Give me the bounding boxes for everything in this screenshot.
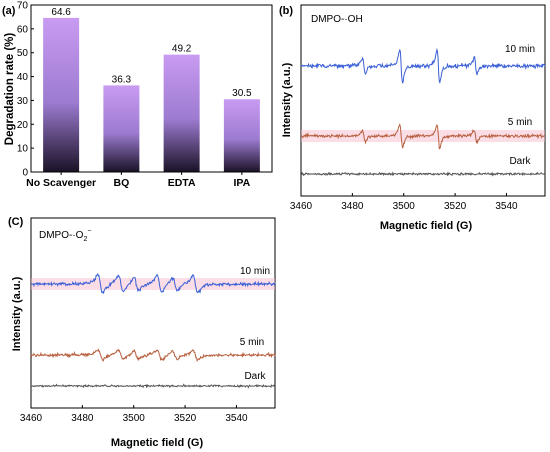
panel-a-plot-frame	[30, 4, 273, 173]
panel-a-label: (a)	[2, 5, 16, 17]
bar-bq	[103, 85, 140, 172]
panel-c-series-labels: 10 min 5 min Dark	[240, 266, 270, 382]
x-tick-label: 3540	[225, 413, 248, 424]
x-tick-label: BQ	[114, 177, 130, 189]
panel-b-plot-frame	[300, 4, 546, 197]
panel-b: (b) DMPO-·OH 10 min 5 min Dark 3460 3480 350…	[279, 4, 546, 232]
trace-dark	[300, 171, 546, 177]
y-tick-label: 0	[22, 168, 28, 179]
trace-dark	[30, 383, 276, 389]
panel-b-label: (b)	[279, 5, 293, 17]
x-tick-label: 3500	[393, 201, 416, 212]
y-tick-label: 70	[17, 1, 29, 12]
bar-value-label: 30.5	[232, 88, 252, 99]
bar-ipa	[223, 99, 260, 172]
panel-b-y-axis-label: Intensity (a.u.)	[281, 62, 293, 137]
panel-a-value-labels: 64.6 36.3 49.2 30.5	[51, 7, 252, 99]
panel-a-x-ticks: No Scavenger BQ EDTA IPA	[26, 172, 251, 189]
y-tick-label: 10	[17, 144, 29, 155]
x-tick-label: 3520	[444, 201, 467, 212]
x-tick-label: No Scavenger	[26, 177, 96, 189]
x-tick-label: 3460	[290, 201, 313, 212]
series-label-10-min: 10 min	[240, 266, 270, 277]
y-tick-label: 20	[17, 120, 29, 131]
panel-c: (C) DMPO-·O2− 10 min 5 min Dark 3460 3480 35…	[8, 216, 276, 449]
panel-b-annotation: DMPO-·OH	[311, 14, 363, 25]
series-label-5-min: 5 min	[240, 337, 264, 348]
series-label-dark: Dark	[244, 371, 266, 382]
bar-no-scavenger	[43, 17, 80, 172]
series-label-5-min: 5 min	[508, 117, 532, 128]
x-tick-label: 3520	[174, 413, 197, 424]
y-tick-label: 50	[17, 48, 29, 59]
trace-5-min	[30, 348, 276, 363]
trace-10-min	[300, 47, 546, 85]
panel-c-traces	[30, 272, 276, 389]
bar-value-label: 36.3	[112, 74, 132, 85]
panel-b-x-axis-label: Magnetic field (G)	[380, 220, 473, 232]
x-tick-label: EDTA	[168, 177, 196, 189]
x-tick-label: 3480	[341, 201, 364, 212]
panel-c-annotation: DMPO-·O2−	[39, 228, 91, 243]
panel-b-x-ticks: 3460 3480 3500 3520 3540	[290, 193, 518, 212]
bar-value-label: 64.6	[51, 7, 71, 18]
x-tick-label: IPA	[234, 177, 251, 189]
panel-c-y-axis-label: Intensity (a.u.)	[11, 276, 23, 351]
panel-a-y-axis-label: Degradation rate (%)	[4, 33, 16, 146]
y-tick-label: 40	[17, 72, 29, 83]
y-tick-label: 60	[17, 24, 29, 35]
trace-5-min	[300, 122, 546, 150]
x-tick-label: 3500	[123, 413, 146, 424]
panel-a: (a) 64.6 36.3 49.2 30.5 0 10 20 30 40 50 60 70 No …	[2, 1, 273, 189]
x-tick-label: 3540	[495, 201, 518, 212]
panel-c-x-axis-label: Magnetic field (G)	[111, 437, 204, 449]
bar-edta	[163, 54, 200, 172]
panel-c-x-ticks: 3460 3480 3500 3520 3540	[20, 405, 248, 424]
x-tick-label: 3460	[20, 413, 43, 424]
panel-c-plot-frame	[30, 217, 276, 409]
x-tick-label: 3480	[71, 413, 94, 424]
panel-a-bars	[43, 17, 260, 172]
y-tick-label: 30	[17, 96, 29, 107]
panel-c-label: (C)	[8, 216, 24, 228]
trace-10-min	[30, 272, 276, 295]
series-label-10-min: 10 min	[505, 44, 535, 55]
bar-value-label: 49.2	[172, 44, 192, 55]
series-label-dark: Dark	[509, 156, 531, 167]
panel-b-traces	[300, 47, 546, 177]
panel-b-series-labels: 10 min 5 min Dark	[505, 44, 535, 167]
trace-5-min-highlight-band	[301, 130, 545, 142]
trace-10-min-highlight-band	[31, 278, 275, 290]
